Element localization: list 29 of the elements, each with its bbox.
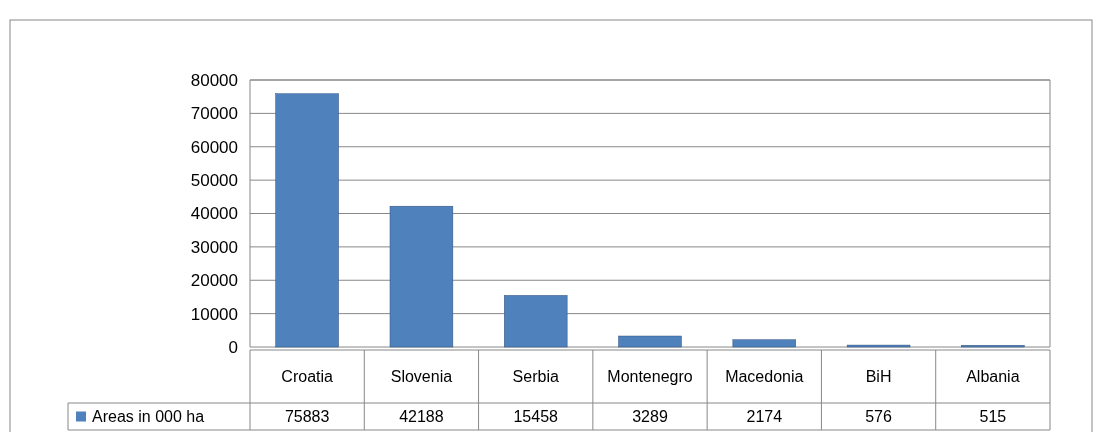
data-label: 15458 [513,408,559,426]
bar [389,205,454,348]
y-tick-label: 50000 [190,171,238,191]
data-label: 75883 [284,408,330,426]
y-tick-label: 70000 [190,104,238,124]
x-tick-label: Macedonia [725,368,804,386]
data-label: 2174 [746,408,783,426]
y-tick-label: 10000 [190,304,238,324]
bar [275,93,339,348]
x-tick-label: Slovenia [390,368,453,386]
legend-label: Areas in 000 ha [92,408,205,426]
bar [504,295,568,348]
data-label: 3289 [632,408,668,426]
y-tick-label: 60000 [190,137,238,157]
x-tick-label: Croatia [281,368,334,386]
x-tick-label: Serbia [512,368,559,386]
bar [618,335,682,348]
y-tick-label: 30000 [190,237,238,257]
y-tick-label: 40000 [190,204,238,224]
x-tick-label: Montenegro [607,368,693,386]
y-tick-label: 0 [228,337,238,357]
y-tick-label: 80000 [190,70,238,90]
data-label: 576 [865,408,893,426]
y-tick-label: 20000 [190,271,238,291]
data-label: 515 [979,408,1007,426]
bar [732,339,796,348]
data-label: 42188 [399,408,444,426]
x-tick-label: Albania [966,368,1020,386]
x-tick-label: BiH [865,368,892,386]
